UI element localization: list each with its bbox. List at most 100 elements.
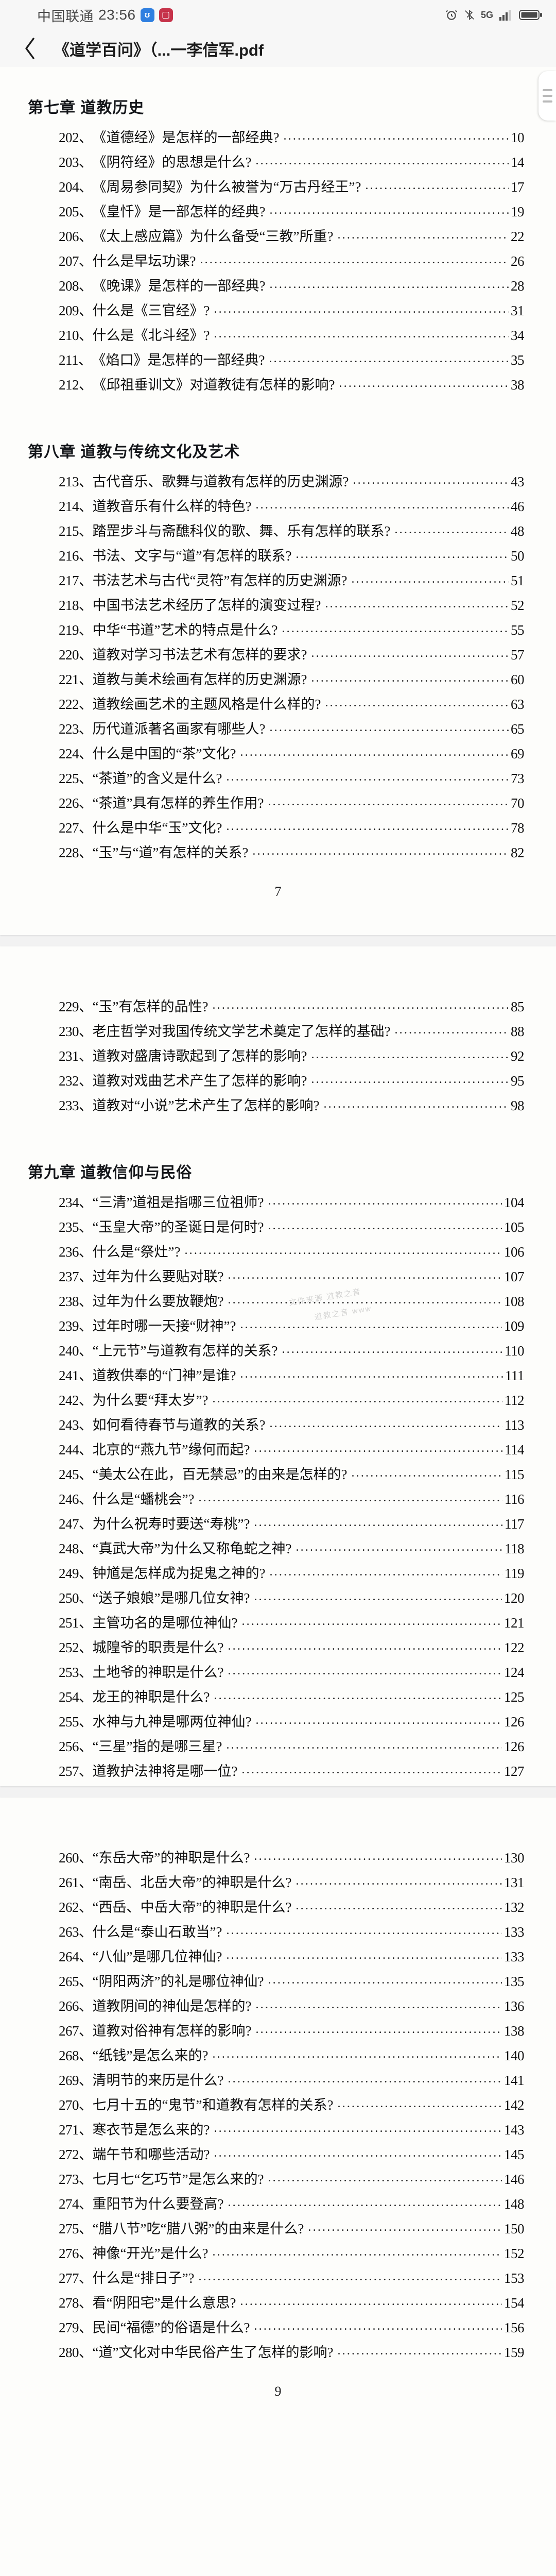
toc-entry[interactable]: 245、 “美太公在此，百无禁忌”的由来是怎样的?................…	[32, 1467, 525, 1493]
section-gap	[32, 1124, 524, 1147]
toc-entry[interactable]: 263、 什么是“泰山石敢当”?.........................…	[32, 1924, 525, 1950]
toc-entry[interactable]: 275、 “腊八节”吃“腊八粥”的由来是什么?..................…	[32, 2221, 525, 2247]
toc-entry[interactable]: 268、 “纸钱”是怎么来的?..........................…	[32, 2048, 525, 2074]
toc-entry[interactable]: 211、 《焰口》是怎样的一部经典?.......................…	[32, 352, 525, 378]
toc-entry-page-number: 69	[511, 746, 525, 761]
toc-entry[interactable]: 261、 “南岳、北岳大帝”的神职是什么?....................…	[32, 1875, 525, 1901]
toc-entry[interactable]: 222、 道教绘画艺术的主题风格是什么样的?...................…	[32, 697, 525, 722]
back-button[interactable]	[15, 34, 44, 63]
toc-entry[interactable]: 242、 为什么要“拜太岁”?..........................…	[32, 1393, 525, 1418]
toc-entry[interactable]: 247、 为什么祝寿时要送“寿桃”?.......................…	[32, 1516, 525, 1542]
toc-entry[interactable]: 213、 古代音乐、歌舞与道教有怎样的历史渊源?.................…	[32, 474, 525, 500]
toc-entry[interactable]: 219、 中华“书道”艺术的特点是什么?.....................…	[32, 622, 525, 648]
toc-entry[interactable]: 210、 什么是《北斗经》?...........................…	[32, 328, 525, 353]
toc-entry-page-number: 48	[511, 523, 525, 539]
toc-entry[interactable]: 225、 “茶道”的含义是什么?.........................…	[32, 771, 525, 796]
toc-entry[interactable]: 276、 神像“开光”是什么?..........................…	[32, 2246, 525, 2272]
chapter-heading: 第九章 道教信仰与民俗	[28, 1164, 193, 1181]
toc-entry[interactable]: 223、 历代道派著名画家有哪些人?.......................…	[32, 721, 525, 747]
pdf-reader-viewport[interactable]: 第七章 道教历史 202、 《道德经》是怎样的一部经典?..............…	[0, 67, 556, 2576]
toc-entry[interactable]: 271、 寒衣节是怎么来的?...........................…	[32, 2122, 525, 2148]
toc-entry[interactable]: 221、 道教与美术绘画有怎样的历史渊源?....................…	[32, 672, 525, 698]
toc-entry-number: 229、	[59, 999, 93, 1014]
toc-entry[interactable]: 212、 《邱祖垂训文》对道教徒有怎样的影响?..................…	[32, 377, 525, 403]
toc-entry[interactable]: 204、 《周易参同契》为什么被誉为“万古丹经王”?...............…	[32, 179, 525, 205]
toc-entry[interactable]: 274、 重阳节为什么要登高?..........................…	[32, 2196, 525, 2222]
toc-entry[interactable]: 215、 踏罡步斗与斋醮科仪的歌、舞、乐有怎样的联系?..............…	[32, 523, 525, 549]
toc-entry[interactable]: 232、 道教对戏曲艺术产生了怎样的影响?....................…	[32, 1073, 525, 1099]
toc-entry-page-number: 130	[504, 1850, 525, 1866]
toc-entry[interactable]: 236、 什么是“祭灶”?............................…	[32, 1244, 525, 1270]
toc-leader-dots: ........................................…	[241, 1615, 502, 1628]
toc-entry[interactable]: 244、 北京的“燕九节”缘何而起?.......................…	[32, 1442, 525, 1468]
toc-entry[interactable]: 249、 钟馗是怎样成为捉鬼之神的?.......................…	[32, 1566, 525, 1591]
toc-entry[interactable]: 257、 道教护法神将是哪一位?.........................…	[32, 1764, 525, 1786]
pdf-page: 229、 “玉”有怎样的品性?..........................…	[0, 946, 556, 1786]
toc-entry[interactable]: 230、 老庄哲学对我国传统文学艺术奠定了怎样的基础?..............…	[32, 1024, 525, 1049]
toc-entry[interactable]: 266、 道教阴间的神仙是怎样的?........................…	[32, 1998, 525, 2024]
toc-entry[interactable]: 234、 “三清”道祖是指哪三位祖师?......................…	[32, 1195, 525, 1221]
toc-entry[interactable]: 239、 过年时哪一天接“财神”?........................…	[32, 1318, 525, 1344]
toc-entry[interactable]: 233、 道教对“小说”艺术产生了怎样的影响?..................…	[32, 1098, 525, 1124]
toc-entry[interactable]: 243、 如何看待春节与道教的关系?.......................…	[32, 1417, 525, 1443]
toc-entry[interactable]: 228、 “玉”与“道”有怎样的关系?......................…	[32, 845, 525, 871]
toc-entry-page-number: 159	[504, 2345, 525, 2360]
toc-entry[interactable]: 270、 七月十五的“鬼节”和道教有怎样的关系?.................…	[32, 2097, 525, 2123]
toc-entry[interactable]: 250、 “送子娘娘”是哪几位女神?.......................…	[32, 1590, 525, 1616]
toc-entry[interactable]: 229、 “玉”有怎样的品性?..........................…	[32, 999, 525, 1025]
toc-entry[interactable]: 207、 什么是早坛功课?............................…	[32, 253, 525, 279]
toc-entry[interactable]: 267、 道教对俗神有怎样的影响?........................…	[32, 2023, 525, 2049]
toc-entry[interactable]: 241、 道教供奉的“门神”是谁?........................…	[32, 1368, 525, 1394]
toc-entry[interactable]: 264、 “八仙”是哪几位神仙?.........................…	[32, 1949, 525, 1975]
toc-entry-page-number: 133	[504, 1949, 525, 1964]
toc-entry[interactable]: 269、 清明节的来历是什么?..........................…	[32, 2073, 525, 2098]
toc-list: 213、 古代音乐、歌舞与道教有怎样的历史渊源?.................…	[32, 474, 525, 871]
toc-entry[interactable]: 254、 龙王的神职是什么?...........................…	[32, 1689, 525, 1715]
toc-entry-number: 234、	[59, 1195, 93, 1210]
toc-entry[interactable]: 206、 《太上感应篇》为什么备受“三教”所重?.................…	[32, 229, 525, 255]
toc-entry[interactable]: 278、 看“阴阳宅”是什么意思?........................…	[32, 2295, 525, 2321]
toc-entry[interactable]: 237、 过年为什么要贴对联?..........................…	[32, 1269, 525, 1295]
toc-entry[interactable]: 255、 水神与九神是哪两位神仙?........................…	[32, 1714, 525, 1740]
toc-entry[interactable]: 280、 “道”文化对中华民俗产生了怎样的影响?.................…	[32, 2345, 525, 2370]
toc-entry-title: 什么是早坛功课?	[92, 253, 196, 269]
toc-entry[interactable]: 277、 什么是“排日子”?...........................…	[32, 2270, 525, 2296]
toc-entry[interactable]: 246、 什么是“蟠桃会”?...........................…	[32, 1492, 525, 1517]
toc-entry-number: 220、	[59, 647, 93, 663]
toc-entry[interactable]: 260、 “东岳大帝”的神职是什么?.......................…	[32, 1850, 525, 1876]
toc-entry[interactable]: 205、 《皇忏》是一部怎样的经典?.......................…	[32, 204, 525, 230]
toc-entry[interactable]: 231、 道教对盛唐诗歌起到了怎样的影响?....................…	[32, 1048, 525, 1074]
toc-entry[interactable]: 227、 什么是中华“玉”文化?.........................…	[32, 820, 525, 846]
toc-entry[interactable]: 256、 “三星”指的是哪三星?.........................…	[32, 1739, 525, 1765]
toc-entry[interactable]: 273、 七月七“乞巧节”是怎么来的?......................…	[32, 2172, 525, 2197]
toc-entry[interactable]: 262、 “西岳、中岳大帝”的神职是什么?....................…	[32, 1900, 525, 1925]
toc-entry[interactable]: 208、 《晚课》是怎样的一部经典?.......................…	[32, 278, 525, 304]
toc-entry[interactable]: 248、 “真武大帝”为什么又称龟蛇之神?....................…	[32, 1541, 525, 1567]
toc-entry[interactable]: 252、 城隍爷的职责是什么?..........................…	[32, 1640, 525, 1666]
toc-entry-page-number: 131	[504, 1875, 525, 1890]
toc-entry[interactable]: 202、 《道德经》是怎样的一部经典?......................…	[32, 130, 525, 156]
toc-entry[interactable]: 220、 道教对学习书法艺术有怎样的要求?....................…	[32, 647, 525, 673]
toc-entry[interactable]: 218、 中国书法艺术经历了怎样的演变过程?...................…	[32, 598, 525, 623]
toc-entry[interactable]: 238、 过年为什么要放鞭炮?..........................…	[32, 1294, 525, 1319]
toc-entry[interactable]: 235、 “玉皇大帝”的圣诞日是何时?......................…	[32, 1219, 525, 1245]
toc-entry-page-number: 105	[504, 1219, 525, 1235]
toc-entry-title: 重阳节为什么要登高?	[92, 2196, 224, 2212]
toc-entry-title: 道教对戏曲艺术产生了怎样的影响?	[92, 1073, 307, 1089]
toc-entry[interactable]: 265、 “阴阳两济”的礼是哪位神仙?......................…	[32, 1974, 525, 1999]
toc-entry[interactable]: 216、 书法、文字与“道”有怎样的联系?....................…	[32, 548, 525, 574]
toc-entry[interactable]: 253、 土地爷的神职是什么?..........................…	[32, 1665, 525, 1690]
toc-entry[interactable]: 224、 什么是中国的“茶”文化?........................…	[32, 746, 525, 772]
toc-entry[interactable]: 226、 “茶道”具有怎样的养生作用?......................…	[32, 795, 525, 821]
toc-entry[interactable]: 214、 道教音乐有什么样的特色?........................…	[32, 499, 525, 524]
toc-entry-number: 257、	[59, 1764, 93, 1779]
toc-leader-dots: ........................................…	[254, 1442, 502, 1454]
toc-entry[interactable]: 209、 什么是《三官经》?...........................…	[32, 303, 525, 329]
toc-entry[interactable]: 240、 “上元节”与道教有怎样的关系?.....................…	[32, 1343, 525, 1369]
toc-entry[interactable]: 203、 《阴符经》的思想是什么?........................…	[32, 155, 525, 180]
scroll-thumb[interactable]	[538, 71, 556, 121]
toc-entry[interactable]: 217、 书法艺术与古代“灵符”有怎样的历史渊源?................…	[32, 573, 525, 599]
toc-entry[interactable]: 272、 端午节和哪些活动?...........................…	[32, 2147, 525, 2173]
toc-entry[interactable]: 251、 主管功名的是哪位神仙?.........................…	[32, 1615, 525, 1641]
toc-entry[interactable]: 279、 民间“福德”的俗语是什么?.......................…	[32, 2320, 525, 2346]
